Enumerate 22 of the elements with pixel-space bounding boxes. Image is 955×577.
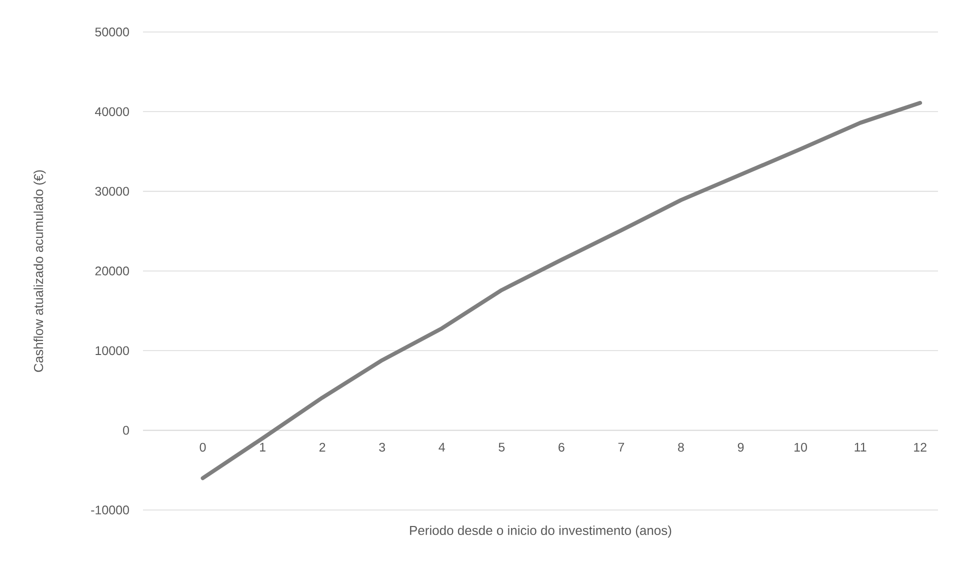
x-tick-label: 12 — [914, 442, 926, 452]
x-tick-label: 1 — [260, 442, 266, 452]
y-tick-label: 30000 — [95, 186, 129, 196]
y-tick-label: 20000 — [95, 266, 129, 276]
x-tick-label: 5 — [498, 442, 505, 452]
x-tick-label: 4 — [438, 442, 445, 452]
y-tick-label: 40000 — [95, 107, 129, 116]
y-tick-label: 50000 — [95, 28, 129, 36]
x-tick-label: 2 — [319, 442, 326, 452]
x-axis-title: Periodo desde o inicio do investimento (anos) — [410, 526, 672, 538]
y-tick-label: 0 — [123, 426, 130, 435]
x-tick-label: 10 — [794, 442, 807, 452]
y-axis-title: Cashflow atualizado acumulado (€) — [34, 170, 46, 372]
x-tick-label: 3 — [379, 442, 386, 452]
y-tick-label: -10000 — [91, 506, 129, 514]
x-tick-label: 8 — [678, 442, 684, 452]
x-tick-label: 7 — [618, 442, 624, 452]
y-tick-label: 10000 — [96, 346, 129, 356]
x-tick-label: 0 — [200, 442, 206, 452]
x-tick-label: 11 — [854, 442, 866, 452]
x-tick-label: 9 — [738, 442, 744, 452]
x-tick-label: 6 — [558, 442, 564, 452]
